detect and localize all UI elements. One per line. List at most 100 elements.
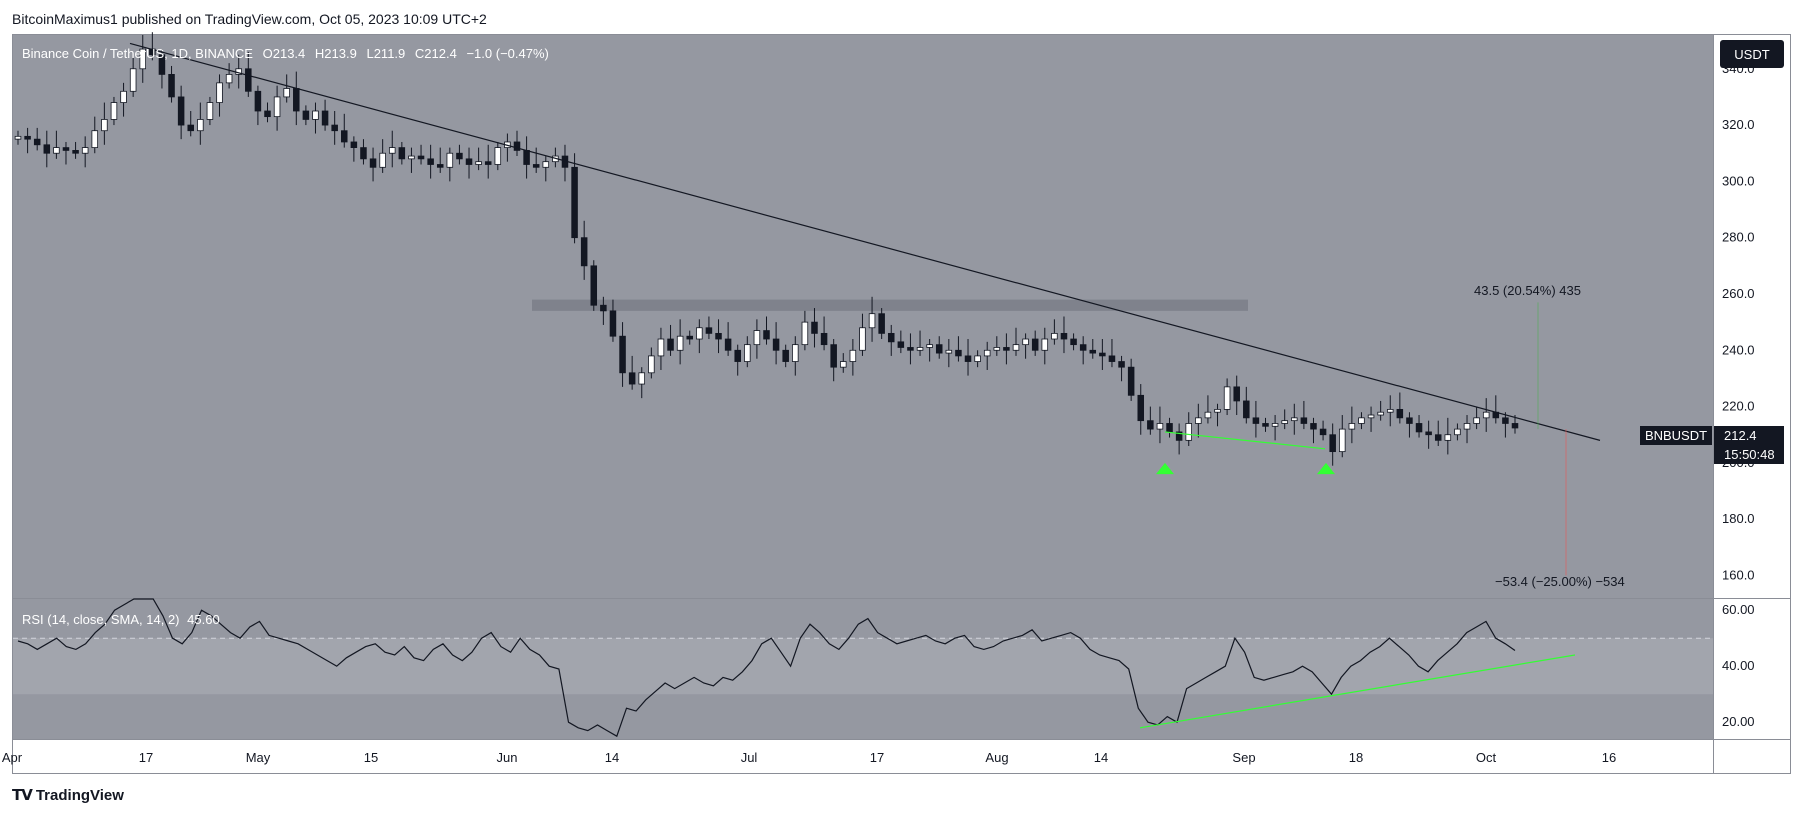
candle (1022, 333, 1029, 359)
candle-body (801, 321, 809, 346)
candle (571, 153, 578, 244)
rsi-tick-label: 60.00 (1722, 602, 1755, 617)
currency-button[interactable]: USDT (1720, 40, 1784, 68)
candle-body (1127, 366, 1135, 396)
candle (619, 322, 626, 387)
candle (782, 344, 789, 368)
candle (1396, 392, 1404, 424)
candle-body (417, 155, 425, 160)
candle (907, 333, 914, 365)
candle-body (43, 144, 51, 154)
candle (427, 144, 434, 179)
candle (1434, 420, 1442, 446)
candle (177, 85, 185, 140)
candle (273, 85, 281, 131)
candle-body (1339, 428, 1346, 453)
candle-body (1118, 361, 1125, 368)
candle-body (887, 332, 895, 343)
candle-body (1434, 434, 1442, 441)
candle (878, 308, 885, 340)
candle-body (772, 338, 780, 351)
candle (945, 339, 953, 368)
rsi-trendline (1139, 654, 1576, 729)
candle-body (1233, 386, 1240, 402)
candle (43, 130, 51, 168)
candle (993, 336, 1001, 356)
candle-body (1031, 338, 1039, 351)
candle (753, 319, 761, 359)
candle-body (360, 147, 367, 160)
candle (1012, 327, 1020, 356)
candle (1310, 417, 1317, 444)
candle (1281, 409, 1288, 430)
candle-body (1396, 408, 1404, 419)
candle-body (197, 119, 204, 132)
candle-body (494, 147, 502, 165)
time-tick-label: 14 (605, 750, 619, 765)
candle (840, 353, 847, 373)
candle (120, 82, 127, 117)
candle (1425, 420, 1432, 449)
candle-body (782, 349, 789, 362)
rsi-tick-label: 20.00 (1722, 714, 1755, 729)
tradingview-footer[interactable]: 𝗧𝗩 TradingView (12, 786, 124, 805)
green-triangle-marker (1156, 462, 1174, 475)
candle (1415, 415, 1423, 438)
candle-body (619, 335, 626, 374)
candle-body (1060, 332, 1068, 340)
candle-body (820, 332, 828, 346)
price-axis[interactable] (1714, 35, 1790, 739)
time-tick-label: 17 (870, 750, 884, 765)
candle (1118, 355, 1125, 382)
high-label: H (315, 46, 324, 61)
candle (1003, 333, 1010, 365)
candle (763, 316, 770, 345)
candle (792, 336, 799, 376)
candle (101, 102, 108, 145)
candle (264, 102, 271, 123)
candle (1406, 412, 1413, 438)
candle (72, 141, 79, 159)
candle-body (1051, 332, 1058, 340)
rsi-band (13, 638, 1713, 695)
rsi-tick-label: 40.00 (1722, 658, 1755, 673)
candle (62, 141, 70, 165)
candle-body (830, 344, 837, 368)
candle-body (1252, 417, 1260, 424)
candle-body (1367, 414, 1375, 419)
candle-body (1022, 338, 1029, 346)
candle-body (1223, 386, 1231, 410)
candle (456, 144, 463, 165)
candle-body (484, 161, 492, 165)
candle (129, 57, 137, 97)
candle-body (1386, 408, 1394, 413)
candle (312, 102, 319, 134)
candle-body (1099, 352, 1106, 357)
price-pane[interactable] (13, 35, 1713, 598)
candle (926, 339, 933, 362)
candle-body (945, 349, 953, 354)
candle-body (1377, 411, 1384, 416)
candle (1271, 415, 1279, 441)
high-value: 213.9 (324, 46, 357, 61)
publisher-header: BitcoinMaximus1 published on TradingView… (12, 11, 487, 27)
candle-body (532, 164, 540, 168)
candle (494, 141, 502, 171)
candle-body (1502, 417, 1509, 424)
open-label: O (263, 46, 273, 61)
candle-body (1243, 400, 1250, 419)
candle (417, 144, 425, 165)
candle (1185, 412, 1192, 446)
candle-body (1156, 423, 1164, 430)
candle (887, 324, 895, 356)
candle (609, 299, 617, 342)
candle (33, 127, 41, 151)
candle (964, 339, 972, 376)
candle-body (302, 110, 310, 120)
candle-body (1079, 344, 1087, 351)
candle-body (1291, 417, 1298, 422)
candle (513, 130, 521, 157)
candle-body (312, 110, 319, 120)
candle-body (1300, 417, 1308, 424)
